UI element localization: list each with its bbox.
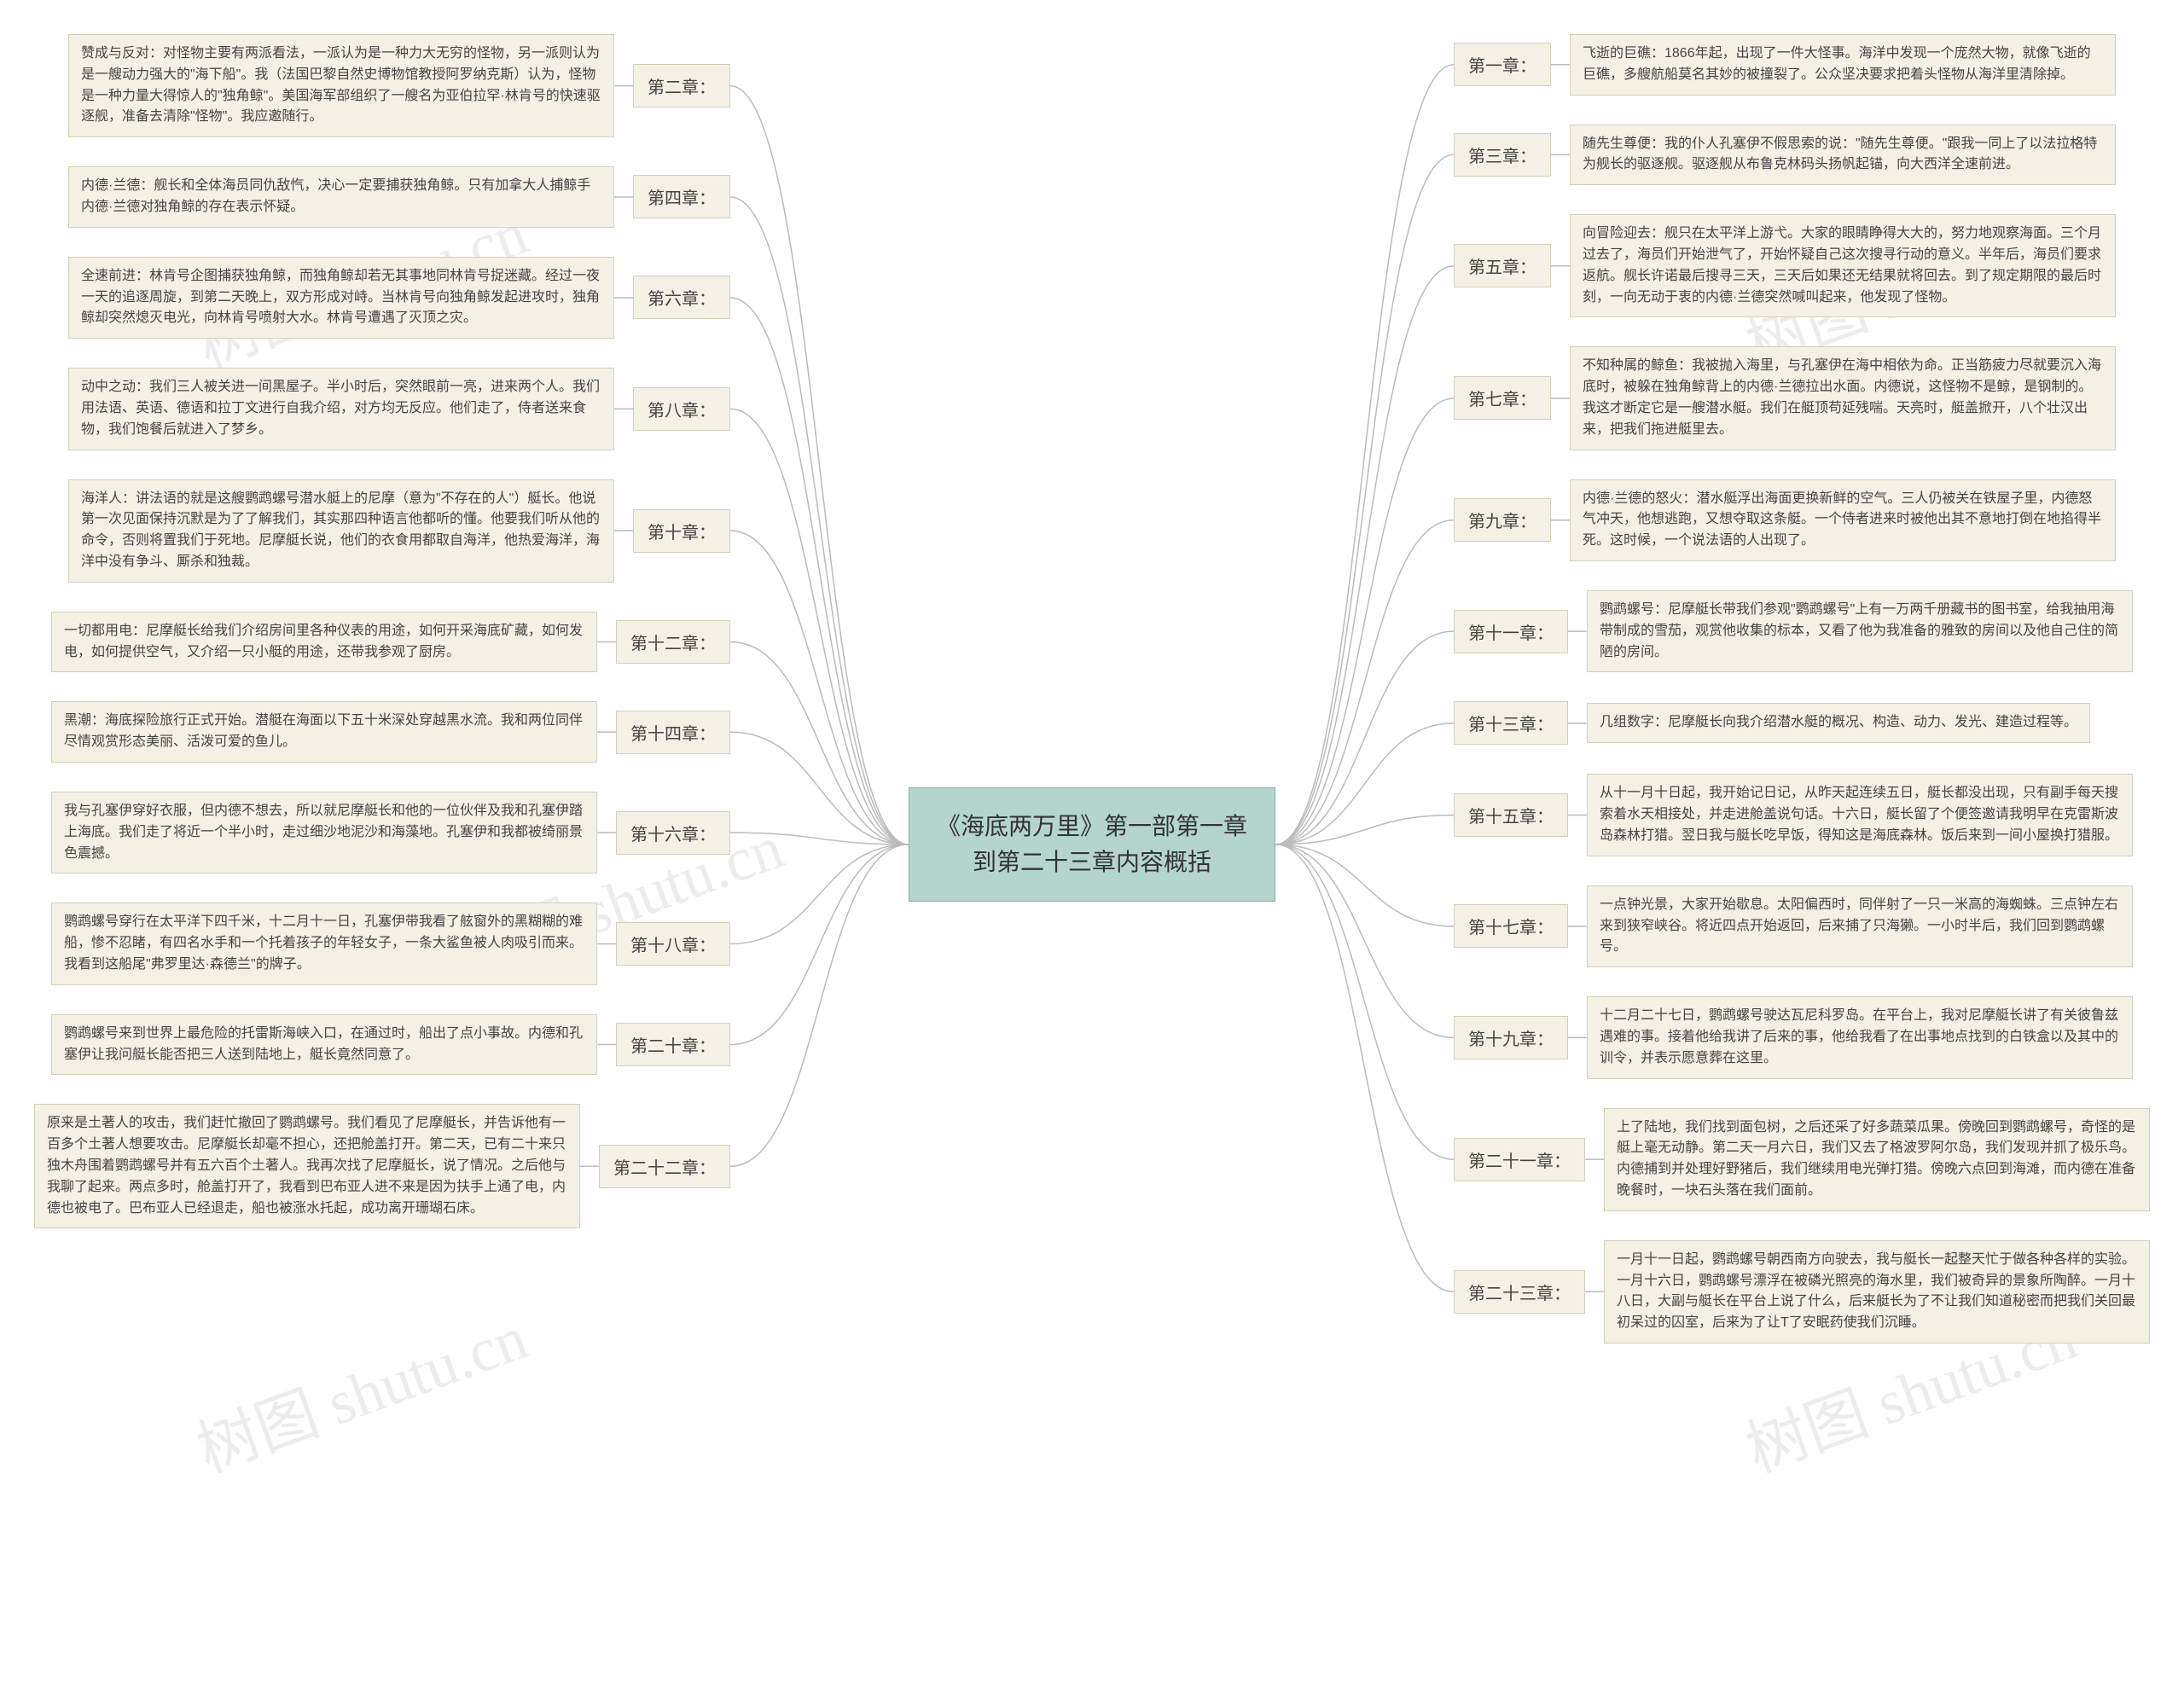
chapter-desc: 向冒险迎去：舰只在太平洋上游弋。大家的眼睛睁得大大的，努力地观察海面。三个月过去… [1570, 214, 2116, 317]
chapter-row: 飞逝的巨礁：1866年起，出现了一件大怪事。海洋中发现一个庞然大物，就像飞逝的巨… [1454, 34, 2116, 96]
chapter-row: 黑潮：海底探险旅行正式开始。潜艇在海面以下五十米深处穿越黑水流。我和两位同伴尽情… [51, 701, 730, 763]
chapter-row: 十二月二十七日，鹦鹉螺号驶达瓦尼科罗岛。在平台上，我对尼摩艇长讲了有关彼鲁兹遇难… [1454, 996, 2133, 1078]
chapter-desc: 一月十一日起，鹦鹉螺号朝西南方向驶去，我与艇长一起整天忙于做各种各样的实验。一月… [1604, 1240, 2150, 1344]
chapter-desc: 赞成与反对：对怪物主要有两派看法，一派认为是一种力大无穷的怪物，另一派则认为是一… [68, 34, 614, 137]
chapter-desc: 动中之动：我们三人被关进一间黑屋子。半小时后，突然眼前一亮，进来两个人。我们用法… [68, 368, 614, 450]
left-column: 赞成与反对：对怪物主要有两派看法，一派认为是一种力大无穷的怪物，另一派则认为是一… [34, 34, 730, 1228]
chapter-desc: 原来是土著人的攻击，我们赶忙撤回了鹦鹉螺号。我们看见了尼摩艇长，并告诉他有一百多… [34, 1104, 580, 1228]
chapter-row: 我与孔塞伊穿好衣服，但内德不想去，所以就尼摩艇长和他的一位伙伴及我和孔塞伊踏上海… [51, 792, 730, 874]
chapter-desc: 内德·兰德的怒火：潜水艇浮出海面更换新鲜的空气。三人仍被关在铁屋子里，内德怒气冲… [1570, 479, 2116, 561]
chapter-row: 海洋人：讲法语的就是这艘鹦鹉螺号潜水艇上的尼摩（意为"不存在的人"）艇长。他说第… [68, 479, 730, 583]
chapter-row: 一点钟光景，大家开始歇息。太阳偏西时，同伴射了一只一米高的海蜘蛛。三点钟左右来到… [1454, 885, 2133, 967]
chapter-label: 第七章： [1454, 376, 1551, 420]
chapter-desc: 鹦鹉螺号：尼摩艇长带我们参观"鹦鹉螺号"上有一万两千册藏书的图书室，给我抽用海带… [1587, 590, 2133, 672]
chapter-row: 内德·兰德的怒火：潜水艇浮出海面更换新鲜的空气。三人仍被关在铁屋子里，内德怒气冲… [1454, 479, 2116, 561]
chapter-label: 第十章： [633, 509, 730, 553]
chapter-desc: 我与孔塞伊穿好衣服，但内德不想去，所以就尼摩艇长和他的一位伙伴及我和孔塞伊踏上海… [51, 792, 597, 874]
chapter-label: 第十一章： [1454, 610, 1568, 653]
chapter-label: 第二章： [633, 64, 730, 107]
chapter-label: 第十五章： [1454, 793, 1568, 837]
chapter-label: 第八章： [633, 387, 730, 431]
chapter-row: 向冒险迎去：舰只在太平洋上游弋。大家的眼睛睁得大大的，努力地观察海面。三个月过去… [1454, 214, 2116, 317]
chapter-desc: 不知种属的鲸鱼：我被抛入海里，与孔塞伊在海中相依为命。正当筋疲力尽就要沉入海底时… [1570, 346, 2116, 450]
chapter-row: 从十一月十日起，我开始记日记，从昨天起连续五日，艇长都没出现，只有副手每天搜索着… [1454, 774, 2133, 856]
watermark: 树图 shutu.cn [183, 1287, 537, 1489]
chapter-row: 一切都用电：尼摩艇长给我们介绍房间里各种仪表的用途，如何开采海底矿藏，如何发电，… [51, 612, 730, 673]
chapter-label: 第三章： [1454, 133, 1551, 177]
chapter-label: 第十九章： [1454, 1016, 1568, 1059]
chapter-label: 第十三章： [1454, 701, 1568, 745]
chapter-desc: 一切都用电：尼摩艇长给我们介绍房间里各种仪表的用途，如何开采海底矿藏，如何发电，… [51, 612, 597, 673]
chapter-desc: 全速前进：林肯号企图捕获独角鲸，而独角鲸却若无其事地同林肯号捉迷藏。经过一夜一天… [68, 257, 614, 339]
chapter-label: 第一章： [1454, 43, 1551, 86]
chapter-label: 第十七章： [1454, 904, 1568, 948]
chapter-row: 内德·兰德：舰长和全体海员同仇敌忾，决心一定要捕获独角鲸。只有加拿大人捕鲸手内德… [68, 166, 730, 228]
chapter-label: 第十八章： [616, 922, 730, 966]
right-column: 飞逝的巨礁：1866年起，出现了一件大怪事。海洋中发现一个庞然大物，就像飞逝的巨… [1454, 34, 2150, 1344]
chapter-row: 上了陆地，我们找到面包树，之后还采了好多蔬菜瓜果。傍晚回到鹦鹉螺号，奇怪的是艇上… [1454, 1108, 2150, 1211]
chapter-desc: 从十一月十日起，我开始记日记，从昨天起连续五日，艇长都没出现，只有副手每天搜索着… [1587, 774, 2133, 856]
chapter-row: 不知种属的鲸鱼：我被抛入海里，与孔塞伊在海中相依为命。正当筋疲力尽就要沉入海底时… [1454, 346, 2116, 450]
chapter-row: 赞成与反对：对怪物主要有两派看法，一派认为是一种力大无穷的怪物，另一派则认为是一… [68, 34, 730, 137]
chapter-label: 第二十三章： [1454, 1270, 1585, 1314]
chapter-label: 第十四章： [616, 711, 730, 754]
chapter-row: 动中之动：我们三人被关进一间黑屋子。半小时后，突然眼前一亮，进来两个人。我们用法… [68, 368, 730, 450]
chapter-label: 第二十章： [616, 1023, 730, 1066]
chapter-desc: 鹦鹉螺号穿行在太平洋下四千米，十二月十一日，孔塞伊带我看了舷窗外的黑糊糊的难船，… [51, 903, 597, 984]
chapter-desc: 海洋人：讲法语的就是这艘鹦鹉螺号潜水艇上的尼摩（意为"不存在的人"）艇长。他说第… [68, 479, 614, 583]
chapter-row: 原来是土著人的攻击，我们赶忙撤回了鹦鹉螺号。我们看见了尼摩艇长，并告诉他有一百多… [34, 1104, 730, 1228]
chapter-desc: 十二月二十七日，鹦鹉螺号驶达瓦尼科罗岛。在平台上，我对尼摩艇长讲了有关彼鲁兹遇难… [1587, 996, 2133, 1078]
chapter-desc: 随先生尊便：我的仆人孔塞伊不假思索的说："随先生尊便。"跟我一同上了以法拉格特为… [1570, 125, 2116, 186]
chapter-row: 鹦鹉螺号穿行在太平洋下四千米，十二月十一日，孔塞伊带我看了舷窗外的黑糊糊的难船，… [51, 903, 730, 984]
chapter-desc: 一点钟光景，大家开始歇息。太阳偏西时，同伴射了一只一米高的海蜘蛛。三点钟左右来到… [1587, 885, 2133, 967]
chapter-row: 随先生尊便：我的仆人孔塞伊不假思索的说："随先生尊便。"跟我一同上了以法拉格特为… [1454, 125, 2116, 186]
chapter-label: 第五章： [1454, 244, 1551, 287]
chapter-row: 鹦鹉螺号来到世界上最危险的托雷斯海峡入口，在通过时，船出了点小事故。内德和孔塞伊… [51, 1014, 730, 1076]
chapter-label: 第二十二章： [599, 1145, 730, 1188]
chapter-desc: 内德·兰德：舰长和全体海员同仇敌忾，决心一定要捕获独角鲸。只有加拿大人捕鲸手内德… [68, 166, 614, 228]
root-node: 《海底两万里》第一部第一章到第二十三章内容概括 [909, 787, 1275, 902]
chapter-desc: 上了陆地，我们找到面包树，之后还采了好多蔬菜瓜果。傍晚回到鹦鹉螺号，奇怪的是艇上… [1604, 1108, 2150, 1211]
chapter-row: 一月十一日起，鹦鹉螺号朝西南方向驶去，我与艇长一起整天忙于做各种各样的实验。一月… [1454, 1240, 2150, 1344]
chapter-desc: 黑潮：海底探险旅行正式开始。潜艇在海面以下五十米深处穿越黑水流。我和两位同伴尽情… [51, 701, 597, 763]
chapter-desc: 飞逝的巨礁：1866年起，出现了一件大怪事。海洋中发现一个庞然大物，就像飞逝的巨… [1570, 34, 2116, 96]
chapter-row: 全速前进：林肯号企图捕获独角鲸，而独角鲸却若无其事地同林肯号捉迷藏。经过一夜一天… [68, 257, 730, 339]
chapter-row: 鹦鹉螺号：尼摩艇长带我们参观"鹦鹉螺号"上有一万两千册藏书的图书室，给我抽用海带… [1454, 590, 2133, 672]
chapter-desc: 几组数字：尼摩艇长向我介绍潜水艇的概况、构造、动力、发光、建造过程等。 [1587, 703, 2090, 743]
chapter-desc: 鹦鹉螺号来到世界上最危险的托雷斯海峡入口，在通过时，船出了点小事故。内德和孔塞伊… [51, 1014, 597, 1076]
chapter-label: 第四章： [633, 175, 730, 218]
chapter-label: 第六章： [633, 276, 730, 319]
chapter-row: 几组数字：尼摩艇长向我介绍潜水艇的概况、构造、动力、发光、建造过程等。第十三章： [1454, 701, 2090, 745]
chapter-label: 第十六章： [616, 811, 730, 855]
chapter-label: 第二十一章： [1454, 1138, 1585, 1181]
chapter-label: 第九章： [1454, 498, 1551, 542]
chapter-label: 第十二章： [616, 620, 730, 664]
